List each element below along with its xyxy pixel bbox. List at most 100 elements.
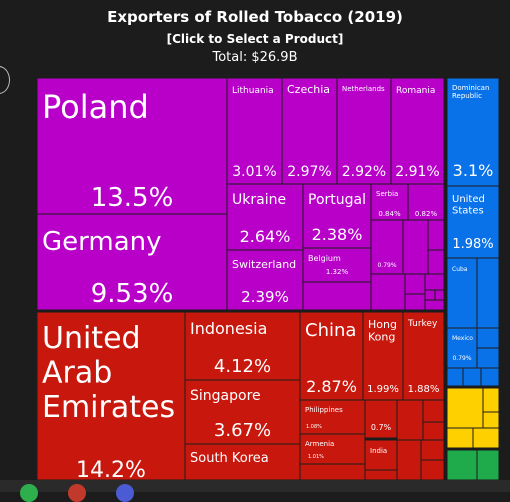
tile-label: Serbia <box>376 190 398 198</box>
tile-label: Czechia <box>287 83 330 96</box>
tile-belgium[interactable]: Belgium 1.32% <box>302 247 372 283</box>
tile-value: 2.64% <box>240 227 291 246</box>
tile-value: 9.53% <box>91 279 174 309</box>
tile-czechia[interactable]: Czechia 2.97% <box>281 77 338 185</box>
small-tile[interactable] <box>299 463 366 481</box>
small-tile[interactable] <box>402 219 429 275</box>
tile-label: Portugal <box>308 192 366 208</box>
small-tile[interactable] <box>427 249 445 275</box>
tile-philippines[interactable]: Philippines 1.08% <box>299 399 366 435</box>
small-tile[interactable] <box>427 219 445 251</box>
app-icon-green[interactable] <box>20 484 38 502</box>
tile-label: Singapore <box>190 388 261 404</box>
tile-label: United <box>42 321 141 356</box>
small-tile[interactable] <box>482 387 500 413</box>
app-icon-red[interactable] <box>68 484 86 502</box>
tile-armenia[interactable]: Armenia 1.01% <box>299 433 366 465</box>
total-label: Total: $26.9B <box>212 50 298 65</box>
small-tile[interactable] <box>462 367 482 387</box>
tile-label: Poland <box>42 88 149 126</box>
tile-turkey[interactable]: Turkey 1.88% <box>402 311 445 401</box>
tile-serbia[interactable]: Serbia 0.84% <box>370 183 409 221</box>
tile-unlabeled-12[interactable]: 0.79% <box>370 219 404 275</box>
small-tile[interactable] <box>364 469 398 481</box>
small-tile[interactable] <box>446 387 484 429</box>
tile-label: Republic <box>452 92 482 100</box>
small-tile[interactable] <box>476 347 500 369</box>
tile-value: 1.01% <box>308 454 324 460</box>
tile-cuba[interactable]: Cuba <box>446 257 478 329</box>
small-tile[interactable] <box>424 299 445 311</box>
small-tile[interactable] <box>446 367 464 387</box>
small-tile[interactable] <box>472 427 500 449</box>
tile-value: 0.82% <box>415 210 438 218</box>
small-tile[interactable] <box>482 411 500 429</box>
tile-germany[interactable]: Germany 9.53% <box>36 213 228 311</box>
small-tile[interactable] <box>476 257 500 329</box>
tile-value: 2.38% <box>312 225 363 244</box>
tile-value: 0.7% <box>371 423 392 432</box>
tile-mexico[interactable]: Mexico 0.79% <box>446 327 478 369</box>
tile-lithuania[interactable]: Lithuania 3.01% <box>226 77 283 185</box>
small-tile[interactable] <box>446 427 474 449</box>
tile-label: Netherlands <box>342 85 385 93</box>
small-tile[interactable] <box>420 439 445 461</box>
tile-value: 13.5% <box>91 183 174 213</box>
tile-unlabeled-9[interactable]: 0.82% <box>407 183 445 221</box>
tile-poland[interactable]: Poland 13.5% <box>36 77 228 215</box>
small-tile[interactable] <box>370 273 406 311</box>
tile-india[interactable]: India <box>364 439 398 471</box>
tile-label: Emirates <box>42 390 175 425</box>
tile-netherlands[interactable]: Netherlands 2.92% <box>336 77 392 185</box>
tile-label: Lithuania <box>232 86 274 96</box>
tile-south-korea[interactable]: South Korea <box>184 443 301 481</box>
tile-unlabeled-21[interactable]: 0.7% <box>364 399 398 439</box>
tile-label: Belgium <box>308 254 341 263</box>
small-tile[interactable] <box>424 273 445 291</box>
tile-value: 3.67% <box>214 420 271 441</box>
small-tile[interactable] <box>396 439 422 481</box>
tile-value: 2.97% <box>287 164 331 180</box>
small-tile[interactable] <box>434 289 445 301</box>
tile-value: 3.1% <box>453 161 494 180</box>
tile-portugal[interactable]: Portugal 2.38% <box>302 183 372 249</box>
small-tile[interactable] <box>396 399 424 441</box>
tile-indonesia[interactable]: Indonesia 4.12% <box>184 311 301 381</box>
tile-singapore[interactable]: Singapore 3.67% <box>184 379 301 445</box>
small-tile[interactable] <box>476 449 500 481</box>
tile-value: 1.32% <box>326 268 349 276</box>
small-tile[interactable] <box>404 293 426 311</box>
tile-label: Romania <box>396 86 435 96</box>
tile-label: Mexico <box>452 335 473 342</box>
small-tile[interactable] <box>404 273 426 295</box>
tile-label: South Korea <box>190 451 269 466</box>
tile-romania[interactable]: Romania 2.91% <box>390 77 445 185</box>
select-product-link[interactable]: [Click to Select a Product] <box>166 32 344 46</box>
tile-value: 2.87% <box>306 377 357 396</box>
tile-switzerland[interactable]: Switzerland 2.39% <box>226 249 304 311</box>
small-tile[interactable] <box>446 449 478 481</box>
small-tile[interactable] <box>422 421 445 441</box>
small-tile[interactable] <box>480 367 500 387</box>
tile-value: 3.01% <box>232 164 276 180</box>
tile-label: Germany <box>42 227 162 257</box>
tile-value: 1.99% <box>367 384 399 395</box>
tile-label: Philippines <box>305 406 343 414</box>
tile-label: Armenia <box>305 440 334 448</box>
small-tile[interactable] <box>424 289 436 301</box>
small-tile[interactable] <box>420 459 445 481</box>
tile-value: 0.79% <box>377 262 396 269</box>
small-tile[interactable] <box>302 281 372 311</box>
tile-ukraine[interactable]: Ukraine 2.64% <box>226 183 304 251</box>
small-tile[interactable] <box>422 399 445 423</box>
small-tile[interactable] <box>476 327 500 349</box>
tile-label: China <box>305 320 356 341</box>
tile-label: Ukraine <box>232 192 286 208</box>
tile-china[interactable]: China 2.87% <box>299 311 364 401</box>
tile-value: 14.2% <box>76 458 146 483</box>
app-icon-blue[interactable] <box>116 484 134 502</box>
